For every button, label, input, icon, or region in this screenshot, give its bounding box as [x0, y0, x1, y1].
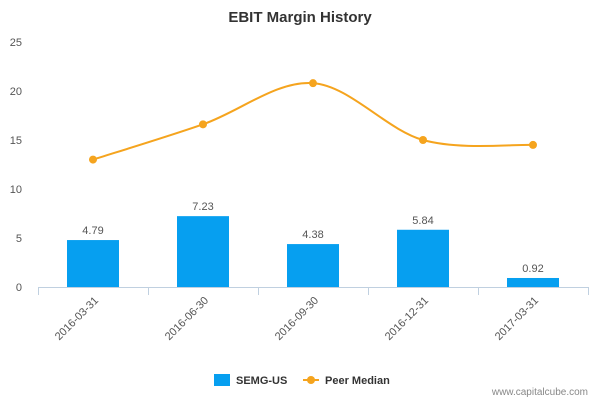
y-tick-label: 20 [10, 86, 22, 98]
peer-median-line [92, 82, 534, 161]
x-tick-label: 2016-06-30 [163, 295, 211, 343]
y-tick-label: 5 [16, 233, 22, 245]
chart-title: EBIT Margin History [228, 9, 372, 26]
bar [177, 216, 229, 287]
bar [67, 240, 119, 287]
bar-data-label: 4.38 [302, 229, 323, 241]
legend-label-semg: SEMG-US [236, 375, 287, 387]
x-tick-label: 2016-09-30 [273, 295, 321, 343]
peer-median-point [89, 155, 97, 164]
bar-series [67, 216, 559, 287]
legend: SEMG-US Peer Median [214, 374, 390, 387]
peer-median-point [419, 136, 427, 144]
x-tick-label: 2016-12-31 [383, 295, 431, 343]
y-tick-label: 10 [10, 184, 22, 196]
bar-data-label: 0.92 [522, 263, 543, 275]
x-axis: 2016-03-31 2016-06-30 2016-09-30 2016-12-31… [38, 287, 589, 343]
x-tick-label: 2017-03-31 [493, 295, 541, 343]
legend-swatch-peer-marker [307, 376, 315, 384]
bar [287, 244, 339, 287]
peer-median-point [199, 120, 207, 129]
x-tick-label: 2016-03-31 [53, 295, 101, 343]
bar-data-label: 4.79 [82, 225, 103, 237]
y-tick-label: 15 [10, 135, 22, 147]
peer-median-point [309, 79, 317, 88]
bar [507, 277, 559, 287]
bar-data-labels: 4.79 7.23 4.38 5.84 0.92 [82, 201, 543, 275]
legend-swatch-semg [214, 374, 230, 386]
legend-label-peer-median: Peer Median [325, 375, 390, 387]
y-tick-label: 0 [16, 282, 22, 294]
y-tick-label: 25 [10, 37, 22, 49]
y-axis: 0 5 10 15 20 25 [10, 37, 22, 294]
bar [397, 229, 449, 287]
bar-data-label: 7.23 [192, 201, 213, 213]
bar-data-label: 5.84 [412, 215, 433, 227]
peer-median-point [529, 140, 537, 149]
peer-median-series [89, 79, 537, 164]
watermark: www.capitalcube.com [491, 387, 588, 398]
